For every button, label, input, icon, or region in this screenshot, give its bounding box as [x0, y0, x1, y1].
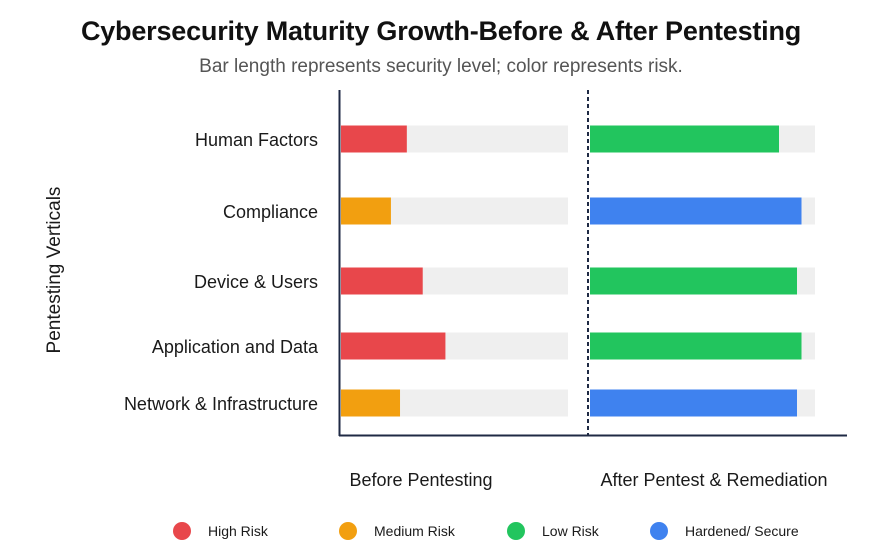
legend-label: Low Risk [542, 523, 600, 539]
legend: High Risk Medium Risk Low Risk Hardened/ Se… [173, 522, 799, 540]
legend-marker [339, 522, 357, 540]
bar [590, 332, 802, 360]
category-label: Compliance [223, 202, 318, 222]
bars-group [341, 125, 815, 417]
bar [590, 267, 797, 295]
legend-label: Hardened/ Secure [685, 523, 799, 539]
bar [341, 267, 423, 295]
bar [590, 389, 797, 417]
bar [341, 197, 391, 225]
bar [590, 197, 802, 225]
legend-label: High Risk [208, 523, 269, 539]
y-axis-label: Pentesting Verticals [44, 187, 65, 354]
panel-label-before: Before Pentesting [349, 470, 492, 490]
bar [590, 125, 779, 153]
category-label: Human Factors [195, 130, 318, 150]
category-label: Device & Users [194, 272, 318, 292]
bar [341, 332, 446, 360]
category-labels: Human Factors Compliance Device & Users App… [124, 130, 319, 414]
legend-marker [650, 522, 668, 540]
legend-label: Medium Risk [374, 523, 456, 539]
bar [341, 125, 407, 153]
legend-marker [507, 522, 525, 540]
panel-label-after: After Pentest & Remediation [600, 470, 827, 490]
bar [341, 389, 401, 417]
chart-subtitle: Bar length represents security level; co… [199, 56, 683, 77]
category-label: Application and Data [152, 337, 319, 357]
category-label: Network & Infrastructure [124, 394, 318, 414]
chart-title: Cybersecurity Maturity Growth-Before & A… [80, 16, 802, 46]
legend-marker [173, 522, 191, 540]
